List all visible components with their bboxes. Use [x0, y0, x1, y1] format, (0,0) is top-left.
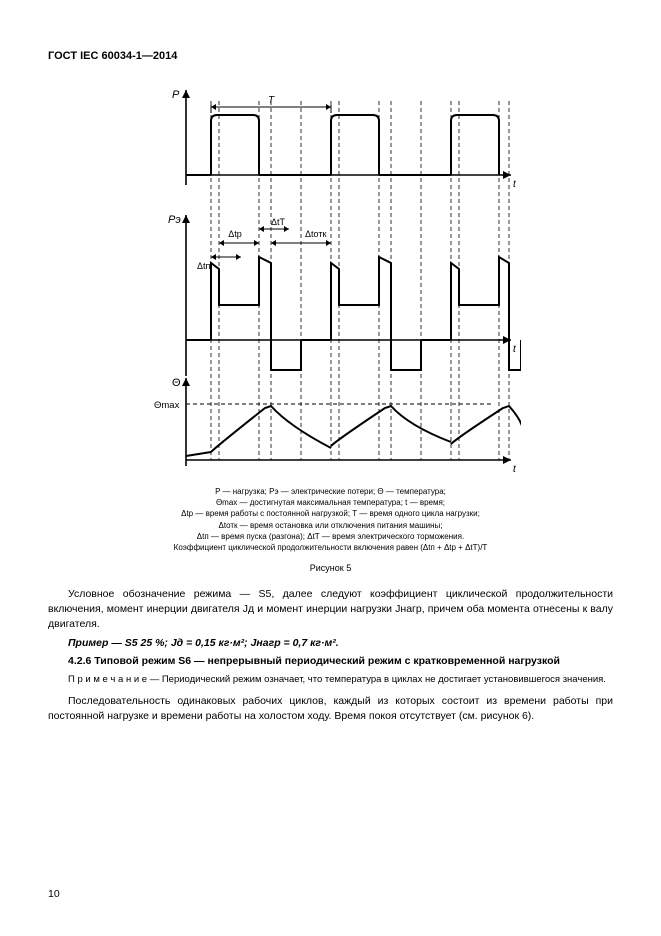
svg-text:Θmax: Θmax — [154, 400, 180, 411]
document-header: ГОСТ IEC 60034-1—2014 — [48, 50, 613, 62]
svg-text:ΔtТ: ΔtТ — [271, 217, 286, 227]
svg-text:Θ: Θ — [172, 377, 181, 389]
page-number: 10 — [48, 888, 60, 900]
figure-5: Pt T Pэ t Δtп Δtр ΔtТ Δtотк Θt Θmax — [48, 80, 613, 480]
figure-label: Рисунок 5 — [48, 563, 613, 573]
paragraph-2: Последовательность одинаковых рабочих ци… — [48, 694, 613, 723]
svg-text:Pэ: Pэ — [168, 214, 181, 226]
svg-text:Δtп: Δtп — [197, 261, 211, 271]
svg-text:t: t — [513, 464, 517, 475]
svg-text:P: P — [172, 89, 180, 101]
page: ГОСТ IEC 60034-1—2014 Pt T Pэ t Δtп Δtр ΔtТ Δtо… — [0, 0, 661, 936]
section-4-2-6-title: 4.2.6 Типовой режим S6 — непрерывный пер… — [48, 655, 613, 667]
example-line: Пример — S5 25 %; Jд = 0,15 кг·м²; Jнагр… — [48, 637, 613, 649]
svg-text:T: T — [267, 95, 274, 106]
paragraph-1: Условное обозначение режима — S5, далее … — [48, 587, 613, 631]
caption-line: Δtр — время работы с постоянной нагрузко… — [48, 508, 613, 519]
svg-text:Δtотк: Δtотк — [305, 229, 326, 239]
caption-line: Δtотк — время остановка или отключения п… — [48, 520, 613, 531]
caption-line: P — нагрузка; Pэ — электрические потери;… — [48, 486, 613, 497]
svg-text:Δtр: Δtр — [228, 229, 242, 239]
svg-text:t: t — [513, 179, 517, 190]
figure-caption: P — нагрузка; Pэ — электрические потери;… — [48, 486, 613, 553]
timing-diagram: Pt T Pэ t Δtп Δtр ΔtТ Δtотк Θt Θmax — [141, 80, 521, 480]
caption-line: Θmax — достигнутая максимальная температ… — [48, 497, 613, 508]
caption-line: Δtп — время пуска (разгона); ΔtТ — время… — [48, 531, 613, 542]
caption-line: Коэффициент циклической продолжительност… — [48, 542, 613, 553]
svg-text:t: t — [513, 344, 517, 355]
note: П р и м е ч а н и е — Периодический режи… — [48, 673, 613, 686]
